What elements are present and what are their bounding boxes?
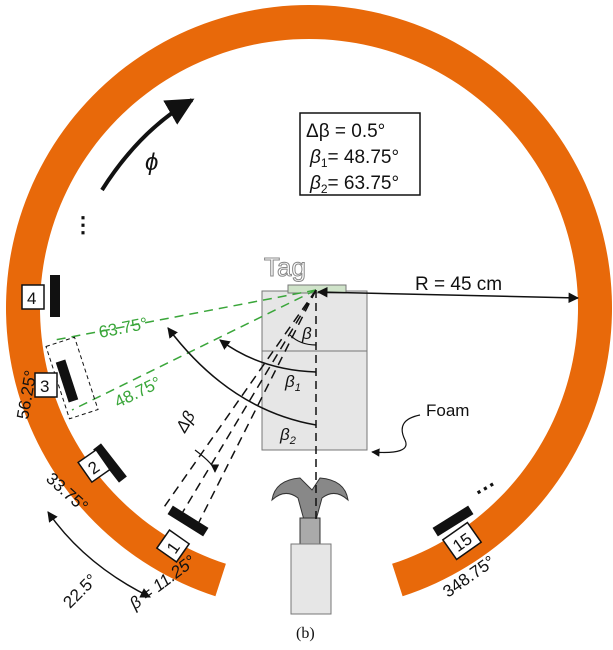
ellipsis: ··· xyxy=(470,472,502,505)
angle-label: 63.75° xyxy=(97,314,149,342)
antenna-number: 3 xyxy=(40,377,49,396)
formula: Δβ = 0.5° xyxy=(306,121,385,142)
caption: (b) xyxy=(296,625,315,642)
angle-label: 22.5° xyxy=(59,570,101,612)
angle-label: 48.75° xyxy=(111,373,164,412)
tag-label: Tag xyxy=(264,252,306,282)
antenna xyxy=(50,275,60,317)
antenna-number: 4 xyxy=(27,289,36,308)
antenna xyxy=(168,506,209,537)
radius-label: R = 45 cm xyxy=(415,274,502,295)
foam-block xyxy=(262,351,367,450)
foam-label: Foam xyxy=(426,401,469,420)
angle-label: Δβ xyxy=(172,408,200,437)
foam-block xyxy=(262,291,367,351)
phi-label: ϕ xyxy=(145,149,158,176)
angle-label: β xyxy=(301,324,312,343)
antenna xyxy=(56,359,78,402)
diagram: ϕ ⋮ ··· Δβ = 0.5° β1= 48.75° β2= 63.75° … xyxy=(0,0,613,650)
ellipsis: ⋮ xyxy=(72,212,94,237)
mount xyxy=(272,478,348,520)
delta-arrow xyxy=(195,450,215,472)
mount-stem xyxy=(300,518,320,544)
mount-base xyxy=(291,544,331,614)
foam-arrow xyxy=(372,415,420,453)
